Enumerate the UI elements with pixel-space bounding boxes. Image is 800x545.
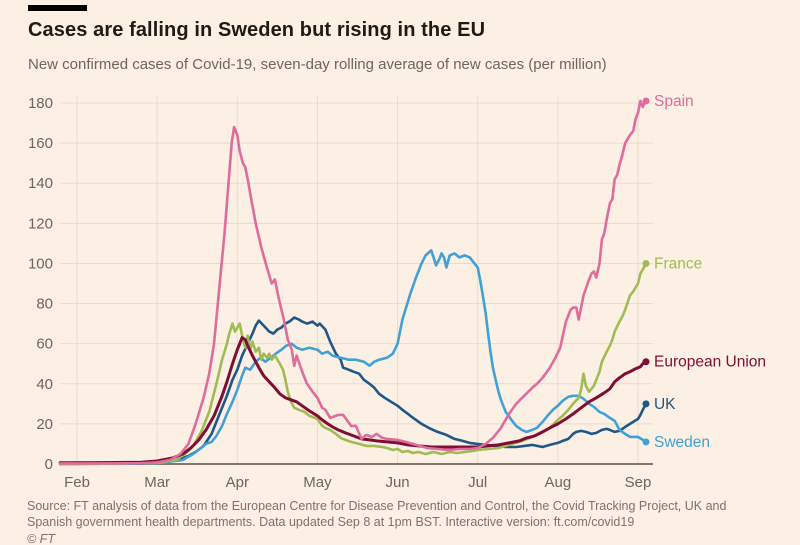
y-tick-label-80: 80 [36,296,53,313]
chart-subtitle: New confirmed cases of Covid-19, seven-d… [28,56,607,73]
y-tick-label-40: 40 [36,376,53,393]
copyright-text: © FT [27,532,55,545]
series-line-european-union [58,336,648,465]
series-line-france [58,262,648,466]
ft-accent-bar [28,5,87,11]
x-tick-label-jun: Jun [385,474,409,491]
x-tick-label-apr: Apr [226,474,249,491]
y-tick-label-180: 180 [28,95,53,112]
series-label-france: France [654,255,702,272]
x-tick-label-may: May [303,474,332,491]
series-label-sweden: Sweden [654,434,710,451]
y-tick-label-140: 140 [28,175,53,192]
series-label-european-union: European Union [654,354,766,371]
series-end-dot-spain [642,97,650,105]
y-tick-label-0: 0 [45,456,53,473]
y-tick-label-160: 160 [28,135,53,152]
series-end-dot-sweden [642,438,650,446]
x-tick-label-sep: Sep [625,474,652,491]
x-tick-label-mar: Mar [144,474,170,491]
x-tick-label-feb: Feb [64,474,90,491]
series-line-uk [58,316,648,466]
y-tick-label-100: 100 [28,255,53,272]
source-line-1: Source: FT analysis of data from the Eur… [27,499,727,513]
source-line-2: Spanish government health departments. D… [27,515,635,529]
series-line-spain [58,99,648,465]
series-label-spain: Spain [654,93,694,110]
series-line-sweden [58,249,648,466]
y-tick-label-60: 60 [36,336,53,353]
x-tick-label-jul: Jul [468,474,487,491]
x-tick-label-aug: Aug [544,474,571,491]
series-end-dot-france [642,259,650,267]
y-tick-label-20: 20 [36,416,53,433]
chart-title: Cases are falling in Sweden but rising i… [28,19,486,41]
series-label-uk: UK [654,396,676,413]
y-tick-label-120: 120 [28,215,53,232]
chart-footer: Source: FT analysis of data from the Eur… [27,498,726,545]
series-end-dot-european-union [642,358,650,366]
series-end-dot-uk [642,400,650,408]
